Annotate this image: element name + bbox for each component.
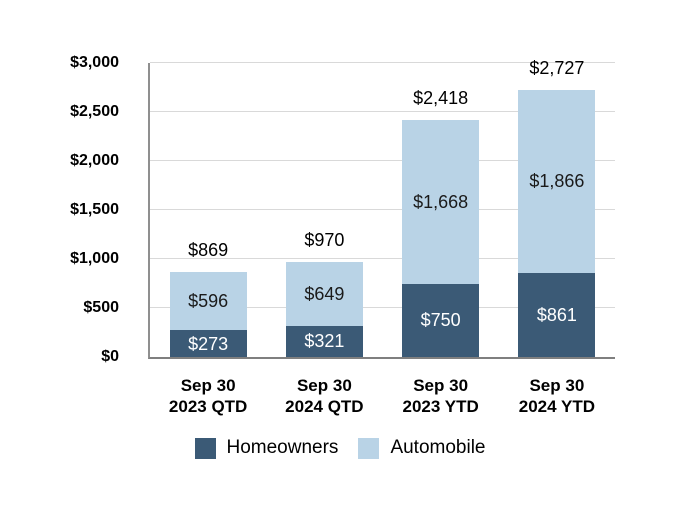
x-tick-label: Sep 30 2024 QTD <box>259 375 389 417</box>
gridline <box>150 160 615 161</box>
x-tick-label-line: Sep 30 <box>180 376 236 395</box>
x-tick-label-line: 2024 YTD <box>518 397 595 416</box>
y-tick-label: $2,000 <box>70 152 119 169</box>
y-tick-label: $0 <box>101 348 119 365</box>
x-tick-label-line: Sep 30 <box>529 376 585 395</box>
bar-segment-homeowners: $273 <box>169 330 247 357</box>
segment-value-label: $1,866 <box>529 171 585 192</box>
x-tick-label-line: 2023 QTD <box>168 397 248 416</box>
gridline <box>150 111 615 112</box>
legend-item-homeowners: Homeowners <box>194 437 339 459</box>
y-tick-label: $1,000 <box>70 250 119 267</box>
x-tick-label: Sep 30 2024 YTD <box>492 375 622 417</box>
segment-value-label: $861 <box>536 304 577 325</box>
bar-segment-automobile: $1,668 <box>402 120 480 284</box>
bar: $750 $1,668 <box>402 120 480 357</box>
bar: $273 $596 <box>169 271 247 357</box>
y-tick-label: $500 <box>83 299 119 316</box>
legend: Homeowners Automobile <box>0 437 680 459</box>
bar: $321 $649 <box>285 261 363 357</box>
plot-area: $273 $596 $869 $321 $649 $970 $750 $1,668 $2,418… <box>148 58 615 359</box>
bar: $861 $1,866 <box>518 89 596 357</box>
x-tick-label-line: Sep 30 <box>413 376 469 395</box>
segment-value-label: $321 <box>304 331 345 352</box>
gridline <box>150 258 615 259</box>
segment-value-label: $273 <box>188 333 229 354</box>
bar-segment-homeowners: $750 <box>402 283 480 357</box>
bar-segment-homeowners: $321 <box>285 325 363 357</box>
segment-value-label: $596 <box>188 291 229 312</box>
total-value-label: $2,418 <box>413 88 469 109</box>
x-tick-label-line: 2023 YTD <box>402 397 479 416</box>
total-value-label: $869 <box>188 239 229 260</box>
x-tick-label: Sep 30 2023 QTD <box>143 375 273 417</box>
bar-segment-automobile: $596 <box>169 271 247 331</box>
y-tick-label: $2,500 <box>70 103 119 120</box>
gridline <box>150 62 615 63</box>
gridline <box>150 307 615 308</box>
x-tick-label: Sep 30 2023 YTD <box>376 375 506 417</box>
x-tick-label-line: 2024 QTD <box>285 397 364 416</box>
legend-item-automobile: Automobile <box>358 437 486 459</box>
total-value-label: $970 <box>304 229 345 250</box>
legend-label: Automobile <box>390 437 486 458</box>
segment-value-label: $1,668 <box>413 191 469 212</box>
total-value-label: $2,727 <box>529 57 585 78</box>
x-tick-label-line: Sep 30 <box>296 376 352 395</box>
gridline <box>150 209 615 210</box>
legend-swatch-automobile <box>358 437 380 459</box>
legend-swatch-homeowners <box>194 437 216 459</box>
y-tick-label: $3,000 <box>70 54 119 71</box>
bar-segment-automobile: $1,866 <box>518 89 596 273</box>
bar-segment-homeowners: $861 <box>518 272 596 357</box>
segment-value-label: $649 <box>304 283 345 304</box>
bar-segment-automobile: $649 <box>285 261 363 326</box>
y-tick-label: $1,500 <box>70 201 119 218</box>
segment-value-label: $750 <box>420 310 461 331</box>
legend-label: Homeowners <box>226 437 339 458</box>
